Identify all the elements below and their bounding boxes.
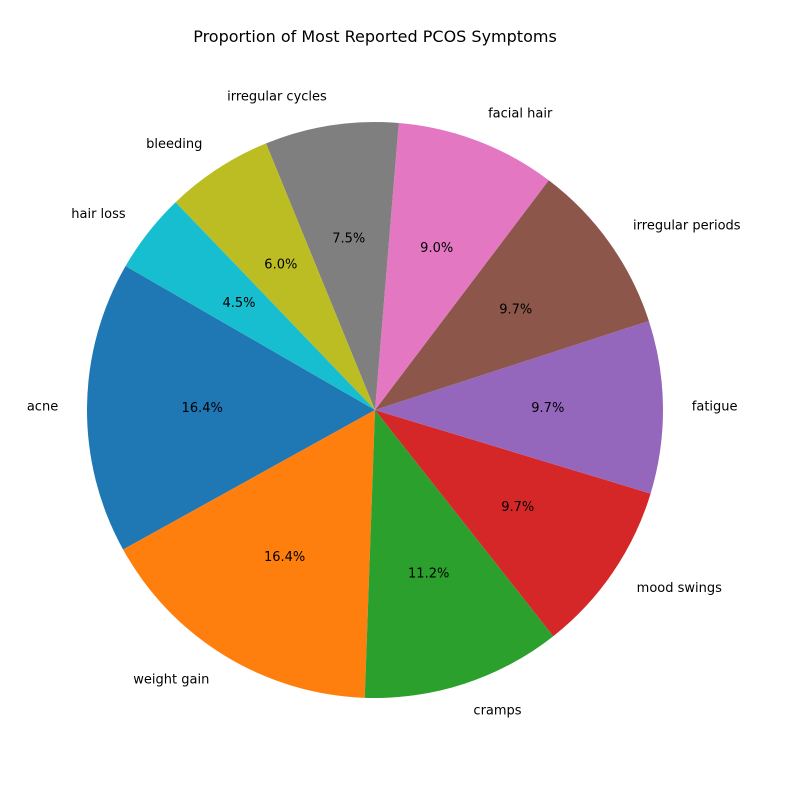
- category-label-cramps: cramps: [473, 704, 521, 719]
- category-label-irregular-cycles: irregular cycles: [227, 89, 327, 104]
- pct-label-irregular-periods: 9.7%: [499, 302, 532, 317]
- pie-slice-weight-gain: [123, 410, 375, 698]
- category-label-irregular-periods: irregular periods: [633, 219, 741, 234]
- pie-slice-fatigue: [375, 320, 663, 494]
- pct-label-weight-gain: 16.4%: [264, 550, 305, 565]
- category-label-mood-swings: mood swings: [637, 581, 722, 596]
- pct-label-facial-hair: 9.0%: [420, 241, 453, 256]
- category-label-hair-loss: hair loss: [71, 207, 126, 222]
- chart-title: Proportion of Most Reported PCOS Symptom…: [193, 27, 557, 46]
- pct-label-bleeding: 6.0%: [264, 258, 297, 273]
- pct-label-cramps: 11.2%: [408, 567, 449, 582]
- pie-slice-acne: [86, 266, 375, 550]
- category-label-fatigue: fatigue: [692, 399, 738, 414]
- pie-slice-irregular-cycles: [266, 122, 399, 410]
- category-label-bleeding: bleeding: [146, 137, 202, 152]
- pie-slice-cramps: [364, 410, 554, 698]
- pct-label-acne: 16.4%: [182, 401, 223, 416]
- category-label-acne: acne: [27, 400, 58, 415]
- pct-label-irregular-cycles: 7.5%: [332, 232, 365, 247]
- pie-slice-bleeding: [175, 143, 375, 410]
- pie-slice-hair-loss: [125, 202, 375, 410]
- pct-label-hair-loss: 4.5%: [222, 296, 255, 311]
- pct-label-mood-swings: 9.7%: [501, 500, 534, 515]
- pie-slices: [86, 122, 663, 698]
- pie-slice-mood-swings: [375, 410, 651, 637]
- category-label-facial-hair: facial hair: [488, 107, 553, 122]
- pie-slice-facial-hair: [375, 122, 549, 411]
- slice-labels: 16.4% acne 16.4% weight gain 11.2% cramps 9.7%…: [27, 89, 741, 718]
- category-label-weight-gain: weight gain: [133, 673, 209, 688]
- pct-label-fatigue: 9.7%: [531, 401, 564, 416]
- pie-slice-irregular-periods: [375, 180, 649, 410]
